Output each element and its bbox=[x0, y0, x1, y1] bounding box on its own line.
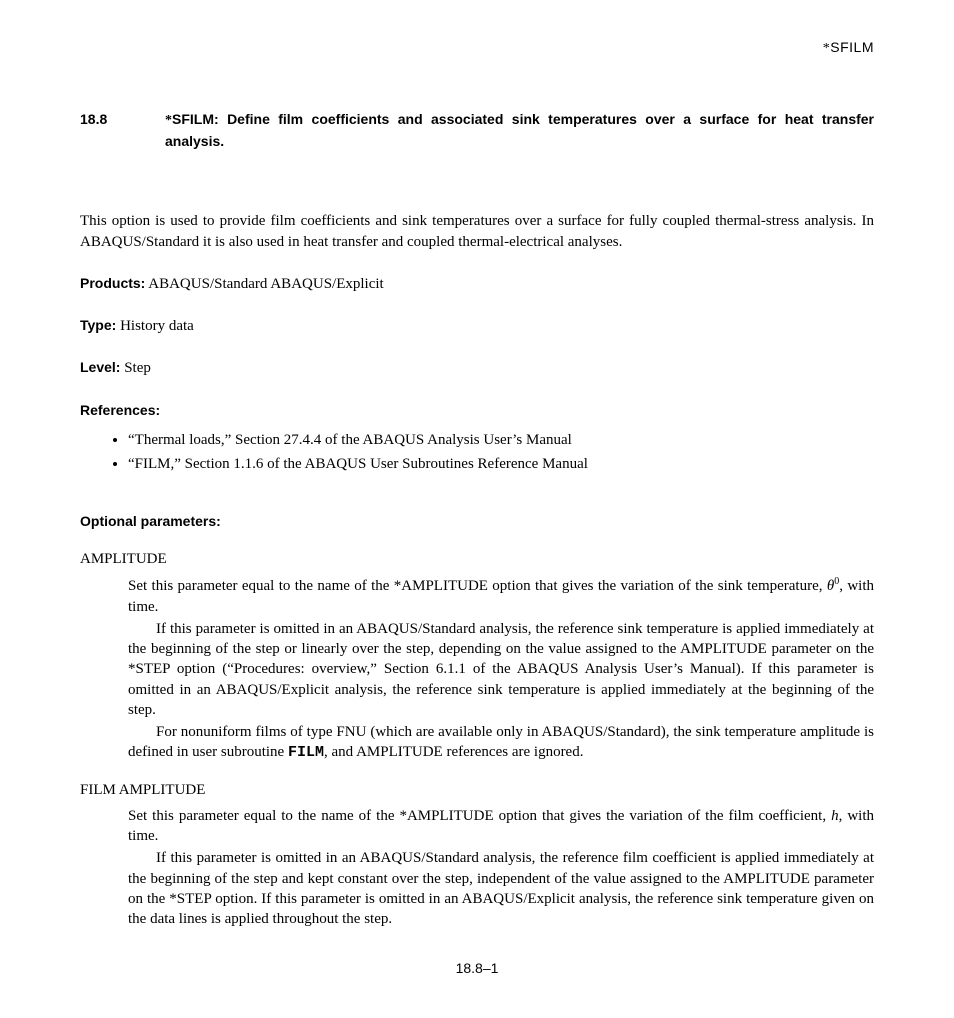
optional-parameters-label: Optional parameters: bbox=[80, 512, 874, 531]
header-keyword: *SFILM bbox=[80, 38, 874, 59]
references-list: “Thermal loads,” Section 27.4.4 of the A… bbox=[80, 430, 874, 475]
page-number: 18.8–1 bbox=[80, 959, 874, 978]
section-title-keyword: * bbox=[165, 113, 172, 128]
film-code: FILM bbox=[288, 744, 324, 761]
param-amplitude-body: Set this parameter equal to the name of … bbox=[128, 575, 874, 763]
level-line: Level: Step bbox=[80, 358, 874, 378]
level-label: Level: bbox=[80, 359, 120, 375]
products-line: Products: ABAQUS/Standard ABAQUS/Explici… bbox=[80, 274, 874, 294]
param-amplitude-name: AMPLITUDE bbox=[80, 549, 874, 569]
level-value: Step bbox=[120, 360, 150, 376]
header-keyword-text: SFILM bbox=[830, 39, 874, 55]
amplitude-p2: If this parameter is omitted in an ABAQU… bbox=[128, 619, 874, 720]
section-title: *SFILM: Define film coefficients and ass… bbox=[165, 109, 874, 152]
reference-item: “FILM,” Section 1.1.6 of the ABAQUS User… bbox=[128, 454, 874, 474]
amplitude-p3: For nonuniform films of type FNU (which … bbox=[128, 722, 874, 764]
film-amp-p2: If this parameter is omitted in an ABAQU… bbox=[128, 848, 874, 929]
section-number: 18.8 bbox=[80, 109, 165, 152]
references-label: References: bbox=[80, 401, 874, 420]
amplitude-p1: Set this parameter equal to the name of … bbox=[128, 575, 874, 617]
h-symbol: h bbox=[831, 808, 839, 824]
type-label: Type: bbox=[80, 317, 116, 333]
products-label: Products: bbox=[80, 275, 145, 291]
param-film-amplitude-body: Set this parameter equal to the name of … bbox=[128, 806, 874, 930]
type-value: History data bbox=[116, 318, 193, 334]
param-film-amplitude-name: FILM AMPLITUDE bbox=[80, 780, 874, 800]
type-line: Type: History data bbox=[80, 316, 874, 336]
section-heading: 18.8 *SFILM: Define film coefficients an… bbox=[80, 109, 874, 152]
page: *SFILM 18.8 *SFILM: Define film coeffici… bbox=[0, 0, 954, 1018]
reference-item: “Thermal loads,” Section 27.4.4 of the A… bbox=[128, 430, 874, 450]
intro-paragraph: This option is used to provide film coef… bbox=[80, 211, 874, 252]
products-value: ABAQUS/Standard ABAQUS/Explicit bbox=[145, 276, 383, 292]
film-amp-p1: Set this parameter equal to the name of … bbox=[128, 806, 874, 847]
